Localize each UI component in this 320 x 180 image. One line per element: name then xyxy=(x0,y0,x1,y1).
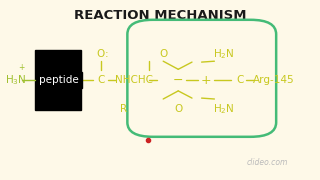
Text: O: O xyxy=(159,49,167,59)
Text: peptide: peptide xyxy=(39,75,79,85)
Text: −: − xyxy=(173,74,183,87)
Text: H$_2$N: H$_2$N xyxy=(213,47,235,61)
Text: +: + xyxy=(201,74,212,87)
Text: H$_3$N: H$_3$N xyxy=(4,73,26,87)
Text: C: C xyxy=(97,75,105,85)
Text: REACTION MECHANISM: REACTION MECHANISM xyxy=(74,9,246,22)
Text: +: + xyxy=(19,63,25,72)
Text: Arg-145: Arg-145 xyxy=(253,75,294,85)
Text: clideo.com: clideo.com xyxy=(246,158,288,167)
Text: O: O xyxy=(96,49,104,59)
Text: C: C xyxy=(236,75,244,85)
Text: R: R xyxy=(120,104,127,114)
Text: O: O xyxy=(174,104,182,114)
Text: NHCHC: NHCHC xyxy=(115,75,153,85)
Text: H$_2$N: H$_2$N xyxy=(213,102,235,116)
FancyBboxPatch shape xyxy=(35,50,81,110)
Text: :: : xyxy=(105,49,108,59)
